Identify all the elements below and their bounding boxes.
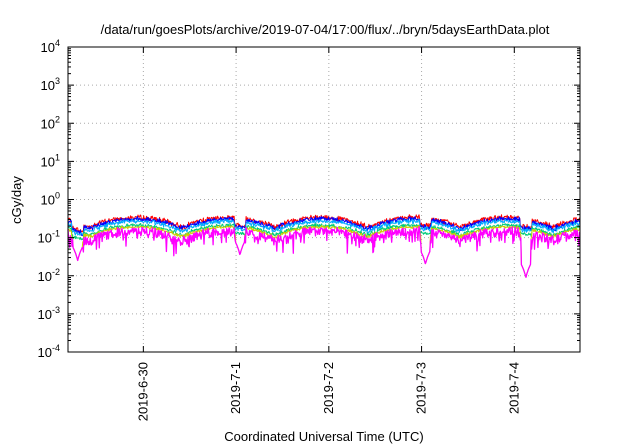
y-tick-label: 102 (41, 114, 60, 131)
series-layer (67, 214, 581, 278)
y-tick-label: 10-3 (38, 305, 60, 322)
y-tick-label: 103 (41, 76, 60, 93)
y-axis-label: cGy/day (9, 176, 24, 224)
x-tick-label: 2019-7-2 (321, 362, 336, 414)
x-tick-label: 2019-7-3 (414, 362, 429, 414)
x-axis-label: Coordinated Universal Time (UTC) (224, 429, 423, 444)
series-line (67, 226, 581, 278)
y-tick-label: 10-4 (38, 343, 60, 360)
series-line (67, 218, 581, 237)
y-tick-label: 10-2 (38, 267, 60, 284)
y-tick-label: 104 (41, 38, 60, 55)
y-axis: 10-4 10-3 10-2 10-1 100 101 102 103 104 (38, 38, 580, 360)
x-tick-label: 2019-7-4 (506, 362, 521, 414)
x-tick-label: 2019-7-1 (228, 362, 243, 414)
y-tick-label: 100 (41, 191, 60, 208)
series-line (68, 224, 581, 278)
chart-title: /data/run/goesPlots/archive/2019-07-04/1… (101, 22, 550, 37)
series-line (67, 223, 581, 241)
x-axis: 2019-6-30 2019-7-1 2019-7-2 2019-7-3 2019-7-… (135, 47, 521, 421)
series-line (67, 215, 581, 237)
y-tick-label: 10-1 (38, 229, 60, 246)
x-tick-label: 2019-6-30 (135, 362, 150, 421)
grid (68, 47, 580, 352)
y-tick-label: 101 (41, 152, 60, 169)
